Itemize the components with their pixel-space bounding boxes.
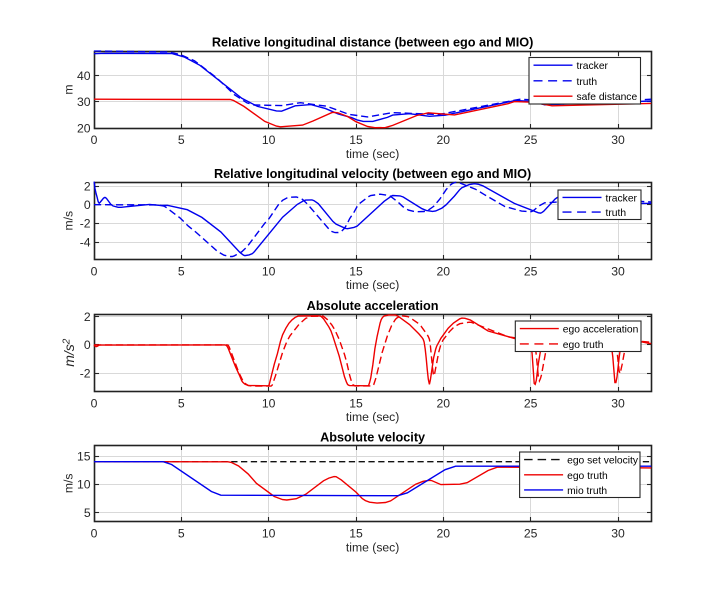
svg-text:tracker: tracker <box>606 193 638 204</box>
svg-text:30: 30 <box>77 95 91 109</box>
svg-text:0: 0 <box>84 338 91 352</box>
svg-text:15: 15 <box>349 396 363 410</box>
svg-text:time (sec): time (sec) <box>346 278 400 292</box>
svg-text:25: 25 <box>524 133 538 147</box>
svg-text:2: 2 <box>84 179 91 193</box>
svg-text:25: 25 <box>524 527 538 541</box>
svg-text:10: 10 <box>262 264 276 278</box>
svg-text:time (sec): time (sec) <box>346 147 400 161</box>
svg-text:5: 5 <box>178 527 185 541</box>
svg-text:30: 30 <box>611 527 625 541</box>
svg-text:10: 10 <box>262 396 276 410</box>
svg-text:-2: -2 <box>80 367 91 381</box>
svg-text:15: 15 <box>349 133 363 147</box>
svg-text:30: 30 <box>611 264 625 278</box>
svg-text:20: 20 <box>437 527 451 541</box>
svg-text:10: 10 <box>262 133 276 147</box>
svg-text:truth: truth <box>606 208 627 219</box>
svg-text:m: m <box>62 84 76 94</box>
svg-text:0: 0 <box>91 396 98 410</box>
svg-text:ego truth: ego truth <box>567 471 608 482</box>
svg-text:ego truth: ego truth <box>563 340 604 351</box>
svg-text:15: 15 <box>77 449 91 463</box>
svg-text:-4: -4 <box>80 235 91 249</box>
svg-text:ego set velocity: ego set velocity <box>567 456 639 467</box>
svg-text:40: 40 <box>77 69 91 83</box>
svg-text:0: 0 <box>91 264 98 278</box>
svg-text:ego acceleration: ego acceleration <box>563 325 639 336</box>
svg-text:15: 15 <box>349 527 363 541</box>
svg-text:20: 20 <box>437 396 451 410</box>
svg-text:0: 0 <box>84 198 91 212</box>
svg-text:Absolute acceleration: Absolute acceleration <box>307 299 439 313</box>
svg-text:25: 25 <box>524 264 538 278</box>
svg-text:tracker: tracker <box>577 61 609 72</box>
svg-text:truth: truth <box>577 77 598 88</box>
svg-text:time (sec): time (sec) <box>346 540 400 554</box>
svg-text:Absolute velocity: Absolute velocity <box>320 431 425 445</box>
svg-text:10: 10 <box>262 527 276 541</box>
svg-text:30: 30 <box>611 396 625 410</box>
svg-text:25: 25 <box>524 396 538 410</box>
svg-text:5: 5 <box>178 133 185 147</box>
svg-text:Relative longitudinal distance: Relative longitudinal distance (between … <box>212 36 533 50</box>
svg-text:20: 20 <box>437 264 451 278</box>
svg-text:5: 5 <box>178 396 185 410</box>
svg-text:Relative longitudinal velocity: Relative longitudinal velocity (between … <box>214 167 531 181</box>
svg-text:30: 30 <box>611 133 625 147</box>
svg-text:2: 2 <box>84 310 91 324</box>
svg-text:m/s2: m/s2 <box>61 338 77 367</box>
svg-text:20: 20 <box>437 133 451 147</box>
svg-text:10: 10 <box>77 478 91 492</box>
svg-text:time (sec): time (sec) <box>346 410 400 424</box>
svg-text:5: 5 <box>178 264 185 278</box>
svg-text:0: 0 <box>91 133 98 147</box>
svg-text:20: 20 <box>77 121 91 135</box>
svg-text:m/s: m/s <box>62 211 76 231</box>
svg-text:5: 5 <box>84 506 91 520</box>
svg-text:safe distance: safe distance <box>577 92 638 103</box>
svg-text:-2: -2 <box>80 217 91 231</box>
svg-text:0: 0 <box>91 527 98 541</box>
svg-text:mio truth: mio truth <box>567 486 607 497</box>
svg-text:15: 15 <box>349 264 363 278</box>
svg-text:m/s: m/s <box>62 473 76 493</box>
